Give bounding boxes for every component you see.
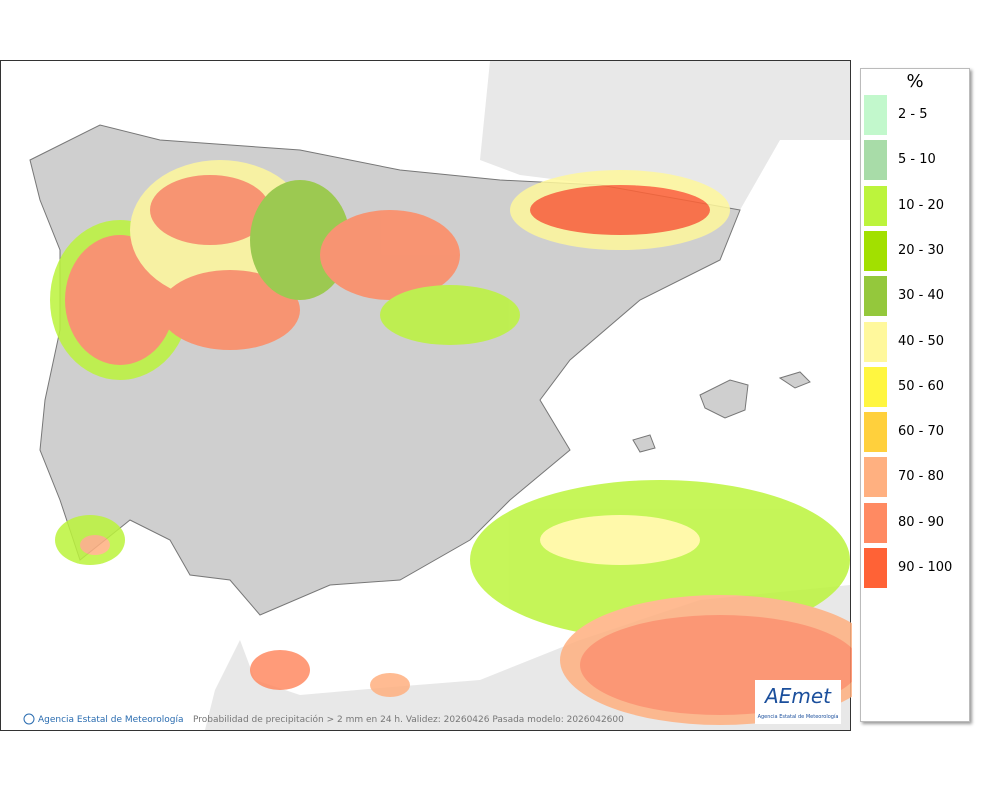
legend-label: 5 - 10 [898,152,936,168]
legend-label: 90 - 100 [898,560,953,575]
credit: Agencia Estatal de Meteorología [38,715,184,725]
legend-item: 70 - 80 [864,457,964,498]
legend-swatch [864,412,887,453]
legend-item: 10 - 20 [864,185,964,226]
map: Agencia Estatal de Meteorología Probabil… [0,60,852,731]
legend-swatch [864,140,887,181]
legend-label: 40 - 50 [898,333,945,349]
legend-swatch [864,95,887,135]
legend-swatch [864,185,887,226]
balearic-island [632,434,656,453]
legend-label: 70 - 80 [898,469,945,485]
legend-label: 60 - 70 [898,424,945,440]
legend-swatch [864,230,887,271]
caption: Probabilidad de precipitación > 2 mm en … [193,714,624,725]
legend-item: 60 - 70 [864,412,964,453]
logo: AEmet [763,684,832,708]
legend-item: 20 - 30 [864,230,964,271]
legend-label: 20 - 30 [898,242,945,258]
legend: % 2 - 5 5 - 10 10 - 20 20 - 30 30 - 40 40 - 5… [860,68,970,722]
legend-item: 80 - 90 [864,502,964,543]
legend-item: 5 - 10 [864,140,964,181]
legend-label: 30 - 40 [898,288,945,304]
legend-label: 50 - 60 [898,378,945,394]
legend-label: 2 - 5 [898,107,928,122]
legend-swatch [864,276,887,317]
legend-label: 80 - 90 [898,514,945,530]
balearic-island [778,371,811,389]
legend-item: 90 - 100 [864,548,964,588]
france [480,61,850,210]
legend-swatch [864,321,887,362]
precip-areas [50,160,852,725]
legend-title: % [906,71,924,92]
legend-label: 10 - 20 [898,197,945,213]
legend-swatch [864,366,887,407]
legend-item: 40 - 50 [864,321,964,362]
balearic-island [699,379,749,419]
legend-item: 2 - 5 [864,95,964,135]
legend-item: 30 - 40 [864,276,964,317]
legend-swatch [864,457,887,498]
legend-item: 50 - 60 [864,366,964,407]
logo-box [755,680,841,724]
logo-subtitle: Agencia Estatal de Meteorología [758,713,839,720]
copyright-icon [23,713,35,725]
legend-swatch [864,548,887,588]
legend-swatch [864,502,887,543]
